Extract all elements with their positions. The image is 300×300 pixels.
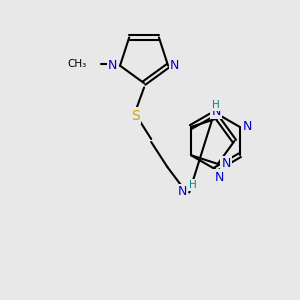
Text: N: N [212,105,221,118]
Text: S: S [131,109,140,123]
Text: N: N [170,59,179,72]
Text: CH₃: CH₃ [67,58,86,69]
Text: N: N [214,170,224,184]
Text: N: N [108,59,117,72]
Text: H: H [212,100,220,110]
Text: N: N [178,185,187,198]
Text: H: H [189,180,197,190]
Text: N: N [221,158,231,170]
Text: N: N [242,121,252,134]
